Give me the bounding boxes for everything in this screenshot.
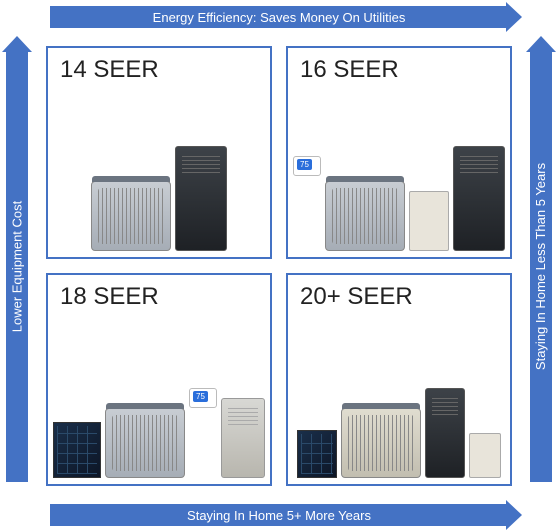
solar-panel-icon — [53, 422, 101, 478]
cell-title: 18 SEER — [60, 283, 258, 311]
solar-panel-icon — [297, 430, 337, 478]
ac-condenser-icon — [341, 408, 421, 478]
equipment-illustration — [48, 131, 270, 251]
ac-condenser-icon — [91, 181, 171, 251]
equipment-illustration — [288, 358, 510, 478]
air-handler-icon — [175, 146, 227, 251]
air-cleaner-icon — [409, 191, 449, 251]
axis-arrow-top: Energy Efficiency: Saves Money On Utilit… — [50, 6, 508, 28]
cell-18-seer: 18 SEER — [46, 273, 272, 486]
axis-label-left: Lower Equipment Cost — [10, 200, 25, 332]
axis-arrow-right: Staying In Home Less Than 5 Years — [530, 50, 552, 482]
axis-label-bottom: Staying In Home 5+ More Years — [187, 508, 371, 523]
cell-14-seer: 14 SEER — [46, 46, 272, 259]
cell-title: 20+ SEER — [300, 283, 498, 311]
furnace-icon — [221, 398, 265, 478]
axis-label-right: Staying In Home Less Than 5 Years — [534, 162, 549, 369]
furnace-icon — [425, 388, 465, 478]
axis-label-top: Energy Efficiency: Saves Money On Utilit… — [153, 10, 406, 25]
cell-16-seer: 16 SEER — [286, 46, 512, 259]
equipment-illustration — [288, 131, 510, 251]
quadrant-grid: 14 SEER 16 SEER 18 SEER 20+ SEER — [40, 40, 518, 492]
thermostat-icon — [293, 156, 321, 176]
cell-title: 14 SEER — [60, 56, 258, 84]
axis-arrow-bottom: Staying In Home 5+ More Years — [50, 504, 508, 526]
cell-title: 16 SEER — [300, 56, 498, 84]
accessory-icon — [469, 433, 501, 478]
thermostat-icon — [189, 388, 217, 408]
ac-condenser-icon — [105, 408, 185, 478]
equipment-illustration — [48, 358, 270, 478]
furnace-icon — [453, 146, 505, 251]
axis-arrow-left: Lower Equipment Cost — [6, 50, 28, 482]
cell-20plus-seer: 20+ SEER — [286, 273, 512, 486]
ac-condenser-icon — [325, 181, 405, 251]
